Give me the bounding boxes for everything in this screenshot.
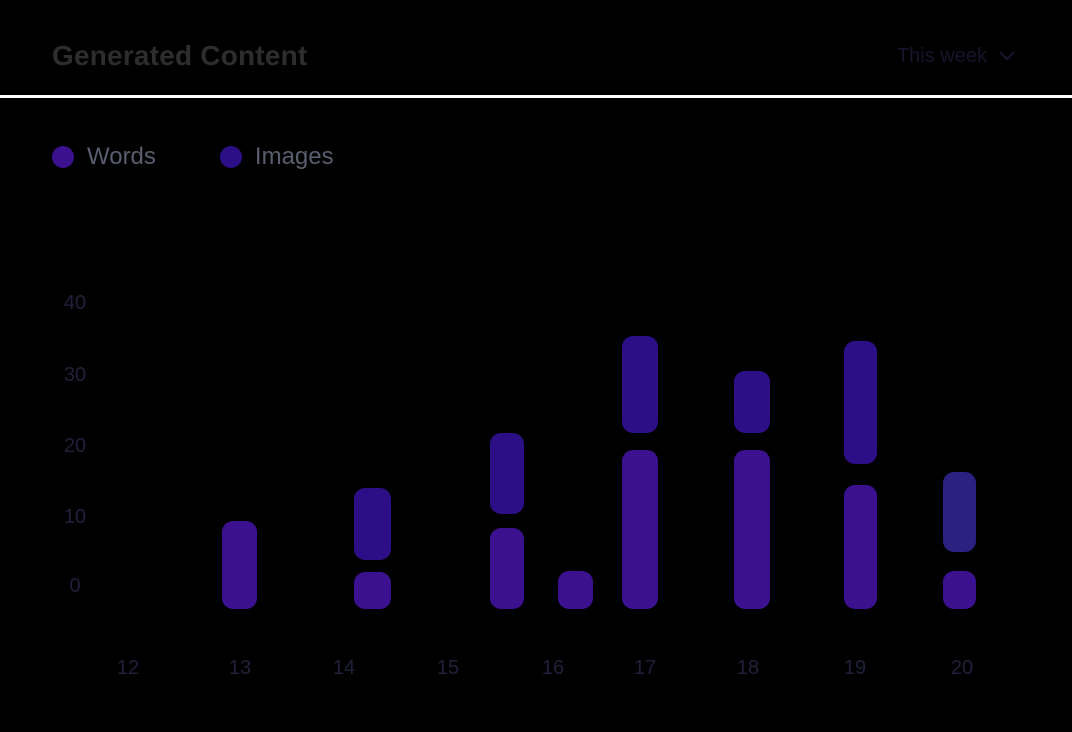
bar-14-images[interactable] bbox=[354, 488, 391, 560]
bar-20-words[interactable] bbox=[943, 571, 976, 609]
bar-17-images[interactable] bbox=[622, 336, 658, 433]
legend-dot-images bbox=[219, 146, 242, 168]
chart-legend: Words Images bbox=[52, 143, 334, 171]
bar-19-images[interactable] bbox=[844, 341, 877, 464]
period-selector-label: This week bbox=[896, 44, 987, 67]
bar-18-words[interactable] bbox=[734, 450, 770, 609]
legend-item-images[interactable]: Images bbox=[219, 143, 334, 171]
bar-13-words[interactable] bbox=[222, 521, 257, 609]
y-axis-tick-20: 20 bbox=[63, 435, 87, 457]
x-axis-tick-13: 13 bbox=[228, 657, 252, 679]
header-divider bbox=[0, 95, 1072, 98]
bar-19-words[interactable] bbox=[844, 485, 877, 609]
x-axis-tick-19: 19 bbox=[843, 657, 867, 679]
legend-label-images: Images bbox=[254, 143, 334, 170]
y-axis-tick-0: 0 bbox=[69, 575, 81, 597]
x-axis-tick-20: 20 bbox=[950, 657, 974, 679]
page-title: Generated Content bbox=[52, 40, 308, 71]
legend-item-words[interactable]: Words bbox=[52, 143, 156, 171]
period-selector[interactable]: This week bbox=[897, 42, 1015, 70]
x-axis-tick-17: 17 bbox=[633, 657, 657, 679]
legend-label-words: Words bbox=[87, 143, 156, 170]
bar-18-images[interactable] bbox=[734, 371, 770, 433]
x-axis-tick-12: 12 bbox=[116, 657, 140, 679]
bar-20-images[interactable] bbox=[943, 472, 976, 552]
chevron-down-icon bbox=[999, 51, 1015, 61]
header: Generated Content This week bbox=[0, 0, 1072, 96]
bar-14-words[interactable] bbox=[354, 572, 391, 609]
x-axis-tick-16: 16 bbox=[541, 657, 565, 679]
x-axis-tick-18: 18 bbox=[736, 657, 760, 679]
x-axis-tick-15: 15 bbox=[436, 657, 460, 679]
x-axis-tick-14: 14 bbox=[332, 657, 356, 679]
y-axis-tick-30: 30 bbox=[63, 364, 87, 386]
bar-16-words[interactable] bbox=[558, 571, 593, 609]
bar-15-images[interactable] bbox=[490, 433, 524, 514]
y-axis-tick-10: 10 bbox=[63, 506, 87, 528]
y-axis-tick-40: 40 bbox=[63, 292, 87, 314]
bar-15-words[interactable] bbox=[490, 528, 524, 609]
legend-dot-words bbox=[52, 146, 74, 168]
bar-17-words[interactable] bbox=[622, 450, 658, 609]
